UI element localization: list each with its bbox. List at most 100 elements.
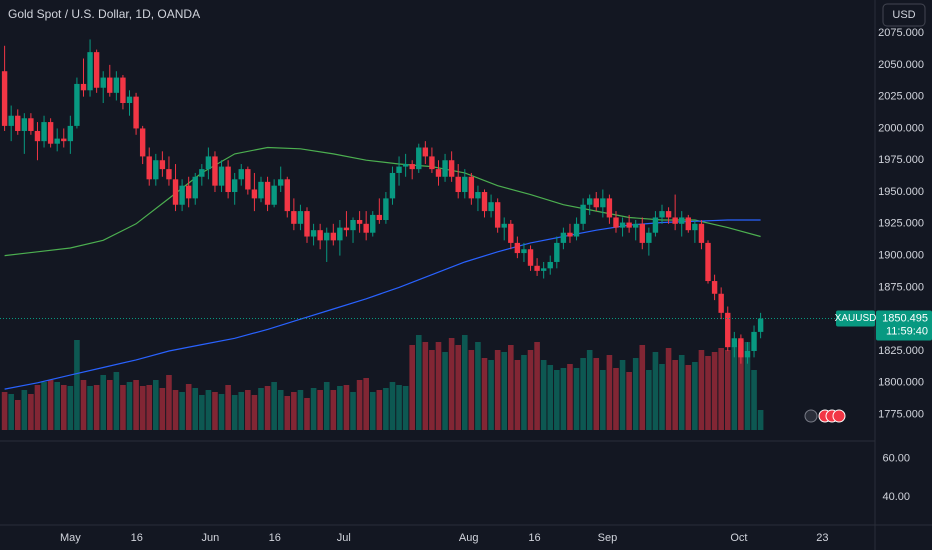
candle-body xyxy=(665,211,672,218)
candle-body xyxy=(212,156,218,186)
candle-body xyxy=(521,249,527,254)
candle-body xyxy=(718,293,724,313)
candle-body xyxy=(343,227,350,231)
volume-bar xyxy=(330,390,337,430)
volume-bar xyxy=(567,364,573,430)
x-tick-label: 16 xyxy=(528,532,540,544)
candle-body xyxy=(429,156,435,170)
candle-body xyxy=(225,166,231,193)
volume-bar xyxy=(179,392,185,430)
volume-bar xyxy=(337,386,343,430)
candle-body xyxy=(179,185,185,205)
candle-body xyxy=(501,223,507,228)
candle-body xyxy=(146,156,152,180)
volume-bar xyxy=(718,348,724,430)
icon[interactable] xyxy=(832,409,846,423)
volume-bar xyxy=(291,392,297,430)
volume-bar xyxy=(685,365,692,430)
candle-body xyxy=(159,160,166,170)
volume-bar xyxy=(74,340,80,430)
candle-body xyxy=(508,223,514,243)
candle-body xyxy=(199,169,205,177)
moving-average-line xyxy=(4,146,761,257)
candle-body xyxy=(126,96,133,104)
candle-body xyxy=(258,181,264,199)
candle-body xyxy=(80,83,87,91)
y-tick-label: 1800.000 xyxy=(878,377,924,389)
volume-bar xyxy=(363,378,369,430)
candle-body xyxy=(54,138,60,144)
candle-body xyxy=(330,232,337,241)
candle-body xyxy=(705,242,711,282)
candle-body xyxy=(731,338,738,348)
volume-bar xyxy=(501,352,508,430)
volume-bar xyxy=(731,346,738,430)
candle-body xyxy=(87,52,93,91)
volume-bar xyxy=(724,350,731,430)
volume-bar xyxy=(14,400,21,430)
volume-bar xyxy=(205,390,212,430)
candle-body xyxy=(475,192,481,199)
volume-bar xyxy=(751,370,757,430)
volume-bar xyxy=(356,380,363,430)
candle-body xyxy=(685,217,691,231)
volume-bar xyxy=(580,358,586,430)
volume-bar xyxy=(678,355,685,430)
candle-body xyxy=(442,160,448,177)
volume-bar xyxy=(586,350,593,430)
volume-bar xyxy=(225,385,231,430)
candle-body xyxy=(370,214,376,233)
candle-body xyxy=(626,222,632,228)
volume-bar xyxy=(415,335,422,430)
volume-bar xyxy=(475,342,481,430)
candle-body xyxy=(139,128,146,157)
volume-bar xyxy=(139,386,146,430)
currency-button[interactable] xyxy=(882,3,926,27)
candle-body xyxy=(337,227,343,241)
volume-bar xyxy=(317,390,323,430)
candle-body xyxy=(416,147,422,170)
candle-body xyxy=(481,192,488,212)
candle-body xyxy=(488,202,494,212)
volume-bar xyxy=(665,348,672,430)
price-tag xyxy=(876,310,932,341)
candle-body xyxy=(107,77,113,93)
symbol-tag xyxy=(836,310,875,327)
candle-body xyxy=(409,164,415,170)
candle-body xyxy=(376,214,383,220)
candle-body xyxy=(652,217,659,233)
candle-body xyxy=(238,169,244,180)
volume-bar xyxy=(481,358,488,430)
volume-bar xyxy=(297,390,304,430)
volume-bar xyxy=(639,345,646,430)
volume-bar xyxy=(757,410,764,430)
volume-bar xyxy=(172,390,179,430)
y-tick-label: 1825.000 xyxy=(878,345,924,357)
volume-bar xyxy=(120,385,126,430)
icon[interactable] xyxy=(804,409,818,423)
candle-body xyxy=(468,176,475,199)
currency-button-label[interactable]: USD xyxy=(892,9,915,21)
volume-bar xyxy=(632,358,639,430)
candle-body xyxy=(166,169,172,180)
volume-bar xyxy=(698,350,705,430)
candle-body xyxy=(133,96,139,129)
volume-bar xyxy=(133,380,139,430)
candle-body xyxy=(350,220,356,231)
volume-bar xyxy=(488,360,494,430)
candle-body xyxy=(757,318,764,332)
volume-bar xyxy=(402,386,409,430)
candle-body xyxy=(725,312,731,348)
candle-body xyxy=(751,331,757,351)
volume-bar xyxy=(659,364,665,430)
candle-body xyxy=(120,77,126,104)
x-tick-label: Aug xyxy=(459,532,479,544)
volume-bar xyxy=(540,360,547,430)
price-tag-label: 1850.495 xyxy=(882,312,928,324)
candle-body xyxy=(185,185,192,199)
volume-bar xyxy=(508,345,514,430)
volume-bar xyxy=(159,388,166,430)
volume-bar xyxy=(389,382,396,430)
volume-bar xyxy=(554,370,560,430)
volume-bar xyxy=(600,370,606,430)
